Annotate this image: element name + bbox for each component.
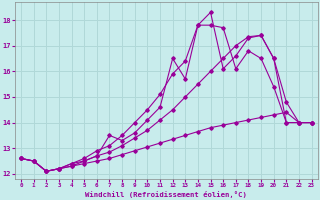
- X-axis label: Windchill (Refroidissement éolien,°C): Windchill (Refroidissement éolien,°C): [85, 191, 247, 198]
